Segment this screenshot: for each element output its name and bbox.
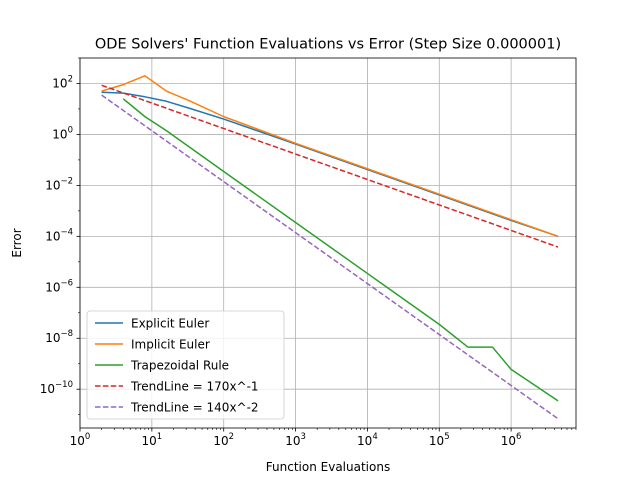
legend-box	[86, 310, 285, 420]
legend-label: TrendLine = 170x^-1	[130, 380, 259, 394]
tick-base: 10	[45, 280, 60, 294]
x-tick-label: 100	[70, 432, 91, 448]
tick-base: 10	[40, 382, 55, 396]
tick-exponent: 0	[85, 432, 90, 442]
ticks: 100 101 102 103 104 105 10610−1010−810−610−410…	[40, 57, 577, 448]
tick-exponent: 3	[300, 432, 305, 442]
x-tick-label: 105	[429, 432, 450, 448]
tick-base: 10	[70, 434, 85, 448]
plot-frame	[79, 57, 577, 429]
tick-exponent: 2	[68, 74, 73, 84]
y-tick-label: 100	[52, 125, 73, 141]
tick-exponent: 1	[157, 432, 162, 442]
series-line-1	[101, 75, 559, 238]
tick-exponent: 4	[372, 432, 377, 442]
tick-base: 10	[52, 76, 67, 90]
tick-base: 10	[501, 434, 516, 448]
legend-label: Implicit Euler	[131, 338, 210, 352]
y-tick-label: 10−6	[45, 278, 73, 294]
y-tick-label: 10−8	[45, 329, 73, 345]
tick-base: 10	[357, 434, 372, 448]
tick-base: 10	[45, 178, 60, 192]
tick-base: 10	[142, 434, 157, 448]
y-tick-label: 102	[52, 74, 73, 90]
tick-base: 10	[213, 434, 228, 448]
series-lines	[101, 75, 559, 420]
x-tick-label: 102	[213, 432, 234, 448]
legend-label: Trapezoidal Rule	[130, 359, 229, 373]
tick-base: 10	[45, 331, 60, 345]
tick-exponent: −10	[55, 380, 73, 390]
x-tick-label: 104	[357, 432, 378, 448]
tick-exponent: 2	[229, 432, 234, 442]
legend-label: Explicit Euler	[131, 317, 209, 331]
tick-base: 10	[52, 127, 67, 141]
y-tick-label: 10−10	[40, 380, 73, 396]
y-tick-label: 10−2	[45, 176, 73, 192]
x-tick-label: 101	[142, 432, 163, 448]
tick-exponent: −2	[60, 176, 73, 186]
x-axis-label: Function Evaluations	[266, 460, 390, 474]
tick-base: 10	[285, 434, 300, 448]
y-axis-label: Error	[10, 228, 24, 257]
tick-exponent: 0	[68, 125, 73, 135]
tick-base: 10	[429, 434, 444, 448]
chart-title: ODE Solvers' Function Evaluations vs Err…	[95, 37, 561, 53]
series-line-4	[101, 94, 559, 420]
tick-exponent: −6	[60, 278, 73, 288]
legend: Explicit Euler Implicit Euler Trapezoidal …	[86, 310, 285, 420]
tick-exponent: −8	[60, 329, 73, 339]
tick-exponent: 5	[444, 432, 449, 442]
legend-label: TrendLine = 140x^-2	[130, 401, 259, 415]
series-line-3	[101, 84, 559, 248]
x-tick-label: 106	[501, 432, 522, 448]
y-tick-label: 10−4	[45, 227, 73, 243]
x-tick-label: 103	[285, 432, 306, 448]
tick-exponent: 6	[516, 432, 521, 442]
tick-base: 10	[45, 229, 60, 243]
tick-exponent: −4	[60, 227, 73, 237]
series-line-2	[122, 98, 559, 402]
